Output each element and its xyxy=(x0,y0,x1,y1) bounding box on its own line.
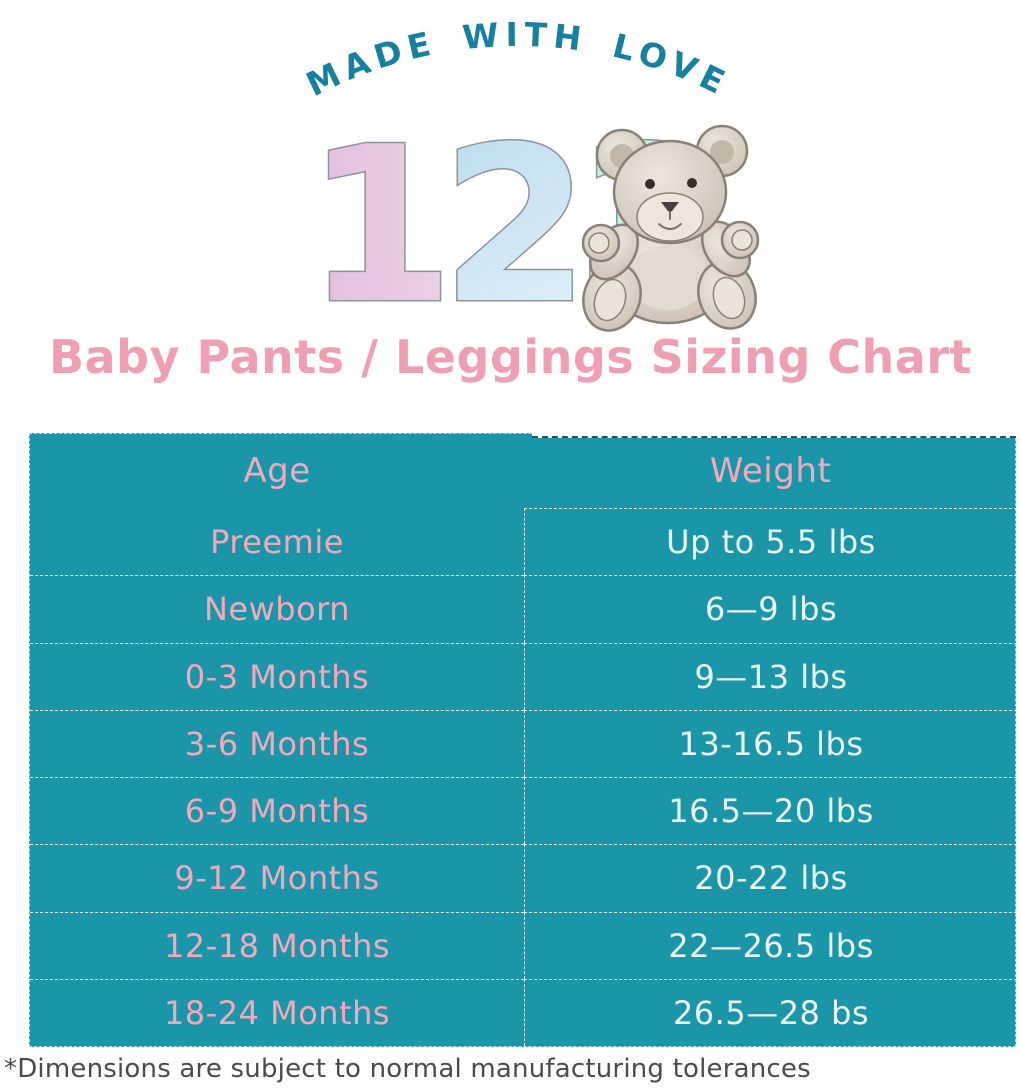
weight-cell: 26.5—28 bs xyxy=(524,978,1017,1046)
age-cell: Preemie xyxy=(210,522,344,561)
age-cell: 12-18 Months xyxy=(30,911,524,979)
age-cell: 9-12 Months xyxy=(30,844,524,911)
weight-cell: Up to 5.5 lbs xyxy=(524,508,1017,576)
weight-cell: 20-22 lbs xyxy=(524,844,1017,912)
weight-cell: 16.5—20 lbs xyxy=(524,777,1017,845)
age-cell: Newborn xyxy=(30,575,524,642)
age-cell: 18-24 Months xyxy=(30,978,524,1046)
age-cell: 3-6 Months xyxy=(30,709,524,777)
weight-cell: 13-16.5 lbs xyxy=(524,709,1017,777)
weight-cell: 22—26.5 lbs xyxy=(524,911,1017,979)
teddy-bear-icon xyxy=(581,124,760,332)
arch-text: MADE WITH LOVE xyxy=(300,15,736,104)
header-graphic: MADE WITH LOVE 123 xyxy=(300,15,760,353)
footnote: *Dimensions are subject to normal manufa… xyxy=(4,1054,811,1084)
age-cell: 0-3 Months xyxy=(30,642,524,710)
weight-cell: 9—13 lbs xyxy=(524,642,1017,710)
sizing-table: Age Weight Preemie Up to 5.5 lbs Newborn… xyxy=(29,433,1017,1047)
age-cell: 6-9 Months xyxy=(30,777,524,844)
digit-1: 1 xyxy=(305,100,441,351)
weight-cell: 6—9 lbs xyxy=(524,575,1017,643)
weight-column-top-border xyxy=(532,433,1016,438)
page-title: Baby Pants / Leggings Sizing Chart xyxy=(48,330,973,384)
weight-column-header: Weight xyxy=(709,451,832,491)
digit-2: 2 xyxy=(441,100,577,351)
age-column-header: Age xyxy=(243,451,311,491)
